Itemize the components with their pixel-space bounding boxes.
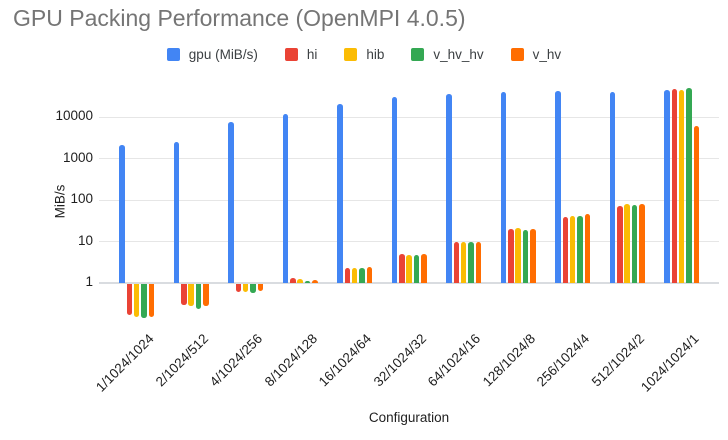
- bar[interactable]: [126, 284, 132, 315]
- bar[interactable]: [344, 268, 350, 283]
- x-axis-category-label: 4/1024/256: [206, 331, 266, 390]
- x-axis-category-label: 64/1024/16: [424, 331, 484, 390]
- bar[interactable]: [693, 125, 700, 283]
- bar[interactable]: [624, 204, 630, 283]
- y-axis-tick-label: 10000: [55, 108, 93, 123]
- bar[interactable]: [584, 214, 591, 283]
- bar[interactable]: [282, 114, 289, 283]
- legend-item[interactable]: gpu (MiB/s): [166, 47, 258, 62]
- y-axis-tick-label: 1000: [62, 149, 93, 165]
- x-axis-category-label: 2/1024/512: [152, 331, 211, 390]
- bar[interactable]: [304, 280, 311, 283]
- legend-item[interactable]: hi: [284, 47, 318, 62]
- bar[interactable]: [508, 229, 514, 283]
- y-axis-tick-label: 10: [77, 232, 93, 248]
- bar[interactable]: [460, 241, 467, 283]
- x-axis-category-label: 256/1024/4: [533, 331, 593, 390]
- y-axis-tick-label: 1: [85, 274, 93, 289]
- legend-swatch-icon: [284, 48, 298, 61]
- x-axis-category-label: 128/1024/8: [479, 331, 538, 390]
- x-axis-title: Configuration: [368, 410, 450, 425]
- gridline: [99, 158, 719, 159]
- bar[interactable]: [257, 284, 264, 292]
- bar[interactable]: [609, 92, 616, 283]
- legend-swatch-icon: [166, 48, 180, 61]
- bar[interactable]: [671, 88, 677, 283]
- bar[interactable]: [181, 284, 187, 306]
- bar[interactable]: [577, 216, 583, 283]
- bar[interactable]: [500, 92, 507, 283]
- bar[interactable]: [569, 215, 576, 283]
- x-axis-category-label: 32/1024/32: [370, 331, 429, 390]
- bar[interactable]: [631, 204, 638, 283]
- bar[interactable]: [391, 96, 398, 283]
- legend-item[interactable]: v_hv: [510, 47, 562, 62]
- bar[interactable]: [133, 284, 140, 317]
- chart-title: GPU Packing Performance (OpenMPI 4.0.5): [13, 5, 466, 31]
- legend: gpu (MiB/s) hi hib v_hv_hv v_hv: [0, 47, 728, 62]
- bar[interactable]: [235, 284, 241, 292]
- gridline: [99, 116, 719, 118]
- bar[interactable]: [468, 241, 474, 283]
- legend-swatch-icon: [411, 48, 425, 61]
- y-axis-tick-label: 100: [70, 191, 93, 206]
- legend-label: v_hv_hv: [433, 47, 484, 62]
- x-axis-category-label: 512/1024/2: [588, 331, 647, 390]
- bar[interactable]: [290, 278, 296, 283]
- bar[interactable]: [562, 217, 568, 283]
- bar[interactable]: [148, 284, 155, 317]
- bar[interactable]: [297, 279, 303, 283]
- bar[interactable]: [530, 228, 536, 283]
- legend-label: hib: [366, 47, 385, 62]
- x-axis-category-label: 8/1024/128: [261, 331, 320, 390]
- bar[interactable]: [522, 229, 529, 283]
- gridline: [99, 199, 719, 201]
- bar[interactable]: [312, 279, 318, 283]
- legend-swatch-icon: [344, 48, 358, 61]
- x-axis-category-label: 16/1024/64: [315, 331, 375, 390]
- x-axis-category-label: 1/1024/1024: [92, 331, 157, 395]
- bar[interactable]: [195, 284, 202, 309]
- bar[interactable]: [351, 268, 358, 283]
- bar[interactable]: [555, 91, 561, 283]
- bar[interactable]: [413, 254, 420, 283]
- bar[interactable]: [639, 204, 645, 283]
- baseline-gridline: [99, 282, 719, 284]
- bar[interactable]: [406, 255, 412, 283]
- bar[interactable]: [203, 284, 209, 306]
- bar[interactable]: [337, 103, 343, 283]
- bar[interactable]: [617, 205, 623, 283]
- bar[interactable]: [188, 284, 194, 307]
- bar[interactable]: [141, 284, 147, 319]
- bar[interactable]: [399, 254, 405, 283]
- bar[interactable]: [678, 90, 685, 283]
- bar[interactable]: [686, 88, 692, 283]
- bar[interactable]: [366, 267, 373, 283]
- gridline: [99, 241, 719, 242]
- bar[interactable]: [250, 284, 256, 293]
- bar[interactable]: [242, 284, 249, 293]
- legend-swatch-icon: [510, 48, 524, 61]
- bar[interactable]: [173, 142, 180, 283]
- legend-label: hi: [306, 47, 318, 62]
- bar[interactable]: [359, 268, 365, 283]
- bar[interactable]: [119, 144, 125, 283]
- legend-item[interactable]: hib: [344, 47, 384, 62]
- bar[interactable]: [475, 241, 482, 283]
- bar[interactable]: [664, 89, 670, 283]
- bar[interactable]: [446, 94, 452, 283]
- legend-label: gpu (MiB/s): [188, 47, 258, 62]
- bar[interactable]: [421, 253, 427, 283]
- legend-label: v_hv: [532, 47, 562, 62]
- bar[interactable]: [515, 228, 521, 283]
- legend-item[interactable]: v_hv_hv: [411, 47, 484, 62]
- bar[interactable]: [453, 241, 459, 283]
- bar[interactable]: [228, 122, 234, 283]
